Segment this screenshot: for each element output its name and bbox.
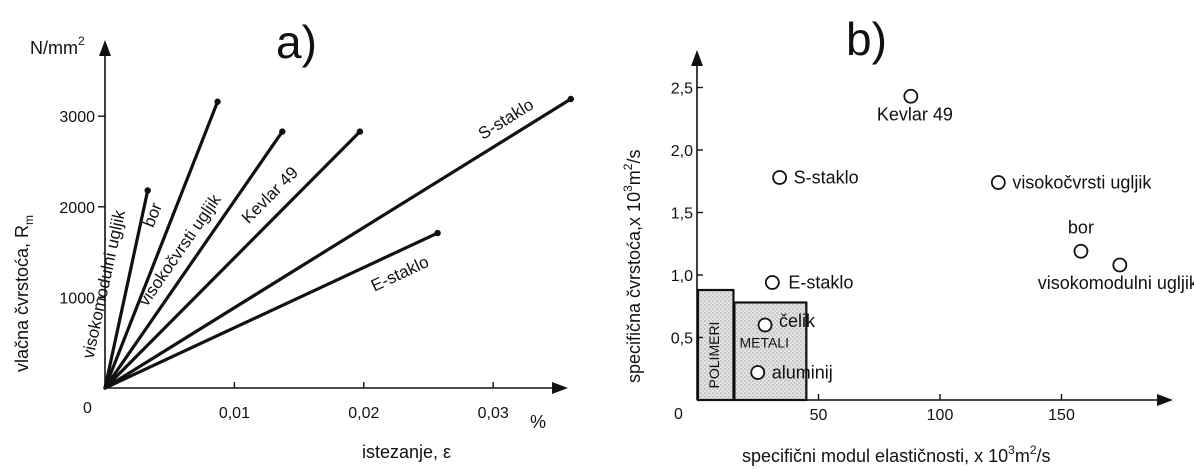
panel-b-points: Kevlar 49 S-staklo visokočvrsti ugljik bor v… <box>750 88 1194 383</box>
region-label: METALI <box>739 335 789 351</box>
panel-b-y-tick-label: 1,5 <box>671 206 693 223</box>
series-end-point <box>356 128 364 135</box>
data-point <box>764 275 780 290</box>
series-label: Kevlar 49 <box>238 163 302 227</box>
panel-a-y-tick-label: 3000 <box>59 109 95 126</box>
panel-a-y-tick-label: 2000 <box>59 200 95 217</box>
data-point <box>1112 257 1128 273</box>
series-line <box>103 100 220 390</box>
region-label: POLIMERI <box>706 322 722 389</box>
data-point <box>990 175 1006 190</box>
panel-b-y-axis-arrow <box>691 50 703 66</box>
panel-b-regions: POLIMERI METALI <box>696 288 808 402</box>
data-point-label: E-staklo <box>788 273 853 293</box>
panel-a-x-tick-label: 0,03 <box>478 405 509 422</box>
panel-a-y-tick-label: 1000 <box>59 290 95 307</box>
data-point-label: čelik <box>779 311 816 331</box>
panel-a-y-axis-label: vlačna čvrstoća, Rm <box>12 215 36 372</box>
panel-a-x-unit: % <box>530 412 546 432</box>
data-point <box>903 88 919 104</box>
panel-b-y-tick-label: 2,0 <box>671 143 693 160</box>
panel-a-ticks: 0,01 0,02 0,03 1000 2000 3000 <box>59 109 508 422</box>
panel-b-y-tick-label: 2,5 <box>671 81 693 98</box>
series-label: E-staklo <box>368 252 432 295</box>
panel-a-y-axis-arrow <box>99 40 111 56</box>
panel-b-x-axis-label: specifični modul elastičnosti, x 103m2/s <box>742 443 1051 466</box>
data-point <box>757 317 773 333</box>
series-end-point <box>214 98 221 105</box>
panel-b-x-tick-label: 50 <box>810 407 828 424</box>
data-point <box>750 365 766 380</box>
series-label: S-staklo <box>475 95 537 144</box>
data-point-label: aluminij <box>772 363 833 383</box>
panel-b-x-tick-label: 150 <box>1048 407 1075 424</box>
series-line <box>103 231 440 390</box>
series-end-point <box>434 229 441 237</box>
series-line <box>103 130 284 390</box>
series-line <box>103 130 362 390</box>
panel-b-x-tick-label: 100 <box>927 407 954 424</box>
panel-b-y-axis-label: specifična čvrstoća,x 103m2/s <box>621 150 644 383</box>
panel-a-x-axis-arrow <box>552 382 568 394</box>
panel-b-origin-label: 0 <box>674 406 683 423</box>
series-label: visokomodulni ugljik <box>79 208 130 360</box>
series-end-point <box>279 128 286 135</box>
panel-a-origin-label: 0 <box>83 400 92 417</box>
panel-b-y-tick-label: 0,5 <box>671 331 693 348</box>
region-metali <box>733 301 808 402</box>
panel-a-x-tick-label: 0,02 <box>348 405 379 422</box>
data-point-label: S-staklo <box>794 168 859 188</box>
panel-a-x-axis-label: istezanje, ε <box>362 442 451 462</box>
panel-a-y-unit: N/mm2 <box>30 34 85 58</box>
series-line <box>103 188 150 390</box>
series-end-point <box>567 95 575 103</box>
data-point-label: visokomodulni ugljik <box>1038 273 1194 293</box>
panel-a-label: a) <box>276 16 317 68</box>
panel-a-x-tick-label: 0,01 <box>219 405 250 422</box>
panel-b-x-axis-arrow <box>1157 394 1173 406</box>
data-point-label: Kevlar 49 <box>877 104 953 124</box>
panel-b-y-tick-label: 1,0 <box>671 268 693 285</box>
data-point <box>772 170 788 185</box>
panel-b-label: b) <box>846 13 887 65</box>
chart-panel-b: b) 0 specifični modul elastičnosti, x 10… <box>621 13 1194 466</box>
chart-panel-a: a) N/mm2 0 % istezanje, ε vlačna čvrstoć… <box>12 16 575 462</box>
data-point-label: visokočvrsti ugljik <box>1012 173 1152 193</box>
data-point-label: bor <box>1068 217 1094 237</box>
panel-b-ticks: 50 100 150 0,5 1,0 1,5 2,0 2,5 <box>671 81 1075 425</box>
series-line <box>103 97 573 390</box>
series-end-point <box>144 187 151 194</box>
data-point <box>1073 243 1089 259</box>
